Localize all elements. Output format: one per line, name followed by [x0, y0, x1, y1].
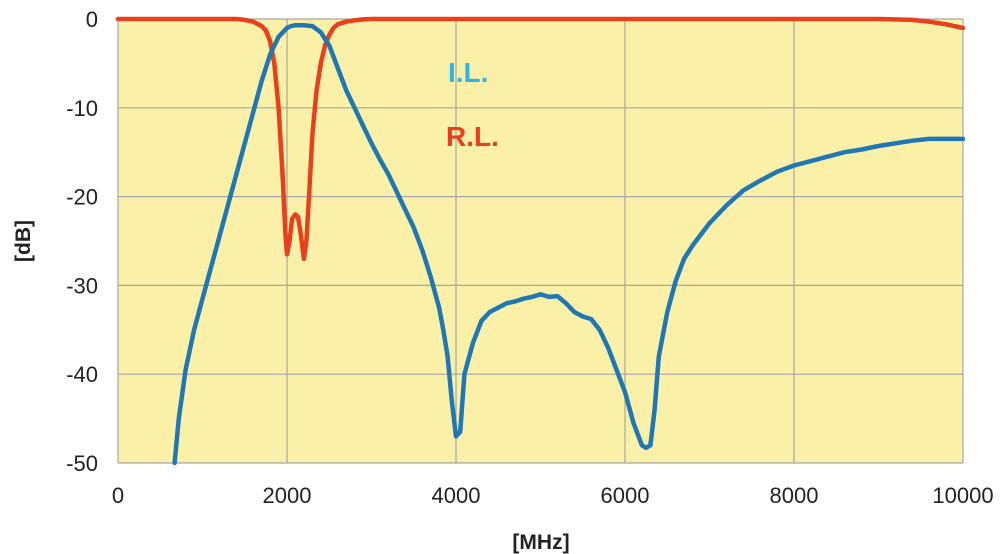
legend-il-label: I.L.: [448, 57, 488, 88]
x-tick-label: 2000: [263, 483, 312, 508]
x-tick-label: 8000: [770, 483, 819, 508]
x-axis-title: [MHz]: [512, 531, 569, 554]
series-il-line: [172, 22, 966, 466]
series-layer: [115, 16, 966, 466]
x-tick-label: 0: [112, 483, 124, 508]
grid: [117, 18, 964, 464]
y-tick-label: -40: [66, 362, 98, 387]
y-tick-label: 0: [86, 7, 98, 32]
x-tick-label: 6000: [601, 483, 650, 508]
y-tick-label: -10: [66, 96, 98, 121]
series-rl-line: [115, 16, 966, 262]
y-tick-label: -20: [66, 185, 98, 210]
y-axis-title: [dB]: [12, 220, 35, 262]
tick-labels: 0 2000 4000 6000 8000 10000 0 -10 -20 -30 -40 -50: [66, 7, 993, 508]
y-tick-label: -30: [66, 273, 98, 298]
y-tick-label: -50: [66, 451, 98, 476]
legend-rl-label: R.L.: [446, 121, 499, 152]
x-tick-label: 10000: [932, 483, 993, 508]
x-tick-label: 4000: [432, 483, 481, 508]
plot-area: [118, 19, 963, 463]
